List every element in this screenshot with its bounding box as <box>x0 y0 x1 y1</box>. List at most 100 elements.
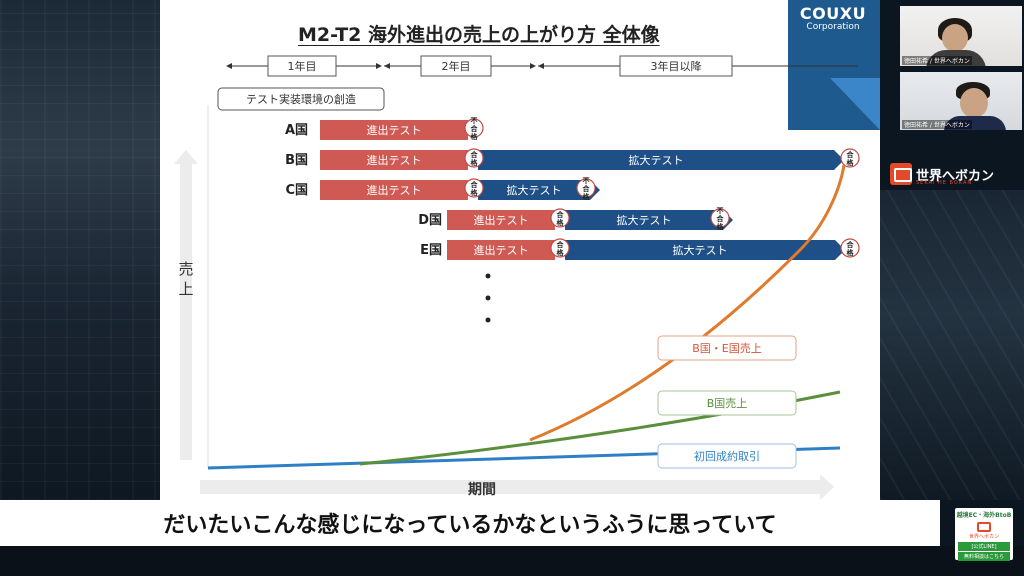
result-badge-char: 格 <box>717 222 725 231</box>
promo-top: 越境EC・海外BtoB <box>956 512 1012 519</box>
result-badge-char: 格 <box>557 248 565 257</box>
brand-sub: Corporation <box>806 22 860 32</box>
entry-test-label: 進出テスト <box>474 213 529 227</box>
person-face <box>960 88 988 118</box>
timeline-arrow-left-1 <box>226 63 232 69</box>
expand-test-label: 拡大テスト <box>629 153 684 167</box>
country-row: A国 進出テスト 不合格 <box>285 117 484 141</box>
result-badge: 不合格 <box>576 177 596 201</box>
period-label-2: 2年目 <box>442 59 471 73</box>
country-name: D国 <box>418 213 442 228</box>
period-box-1 <box>267 55 337 77</box>
entry-test-label: 進出テスト <box>367 153 422 167</box>
promo-card[interactable]: 越境EC・海外BtoB 世界へボカン [公式LINE] 無料相談はこちら <box>955 508 1013 561</box>
expand-test-label: 拡大テスト <box>673 243 728 257</box>
entry-test-bar <box>447 210 555 230</box>
result-badge-circle <box>464 178 484 198</box>
result-badge-circle <box>840 148 860 168</box>
promo-line-button[interactable]: [公式LINE] <box>958 542 1010 551</box>
timeline-arrow-left-2 <box>384 63 390 69</box>
result-badge-circle <box>576 178 596 198</box>
y-axis-label-2: 上 <box>178 280 193 298</box>
bottom-strip <box>0 546 1024 576</box>
entry-test-label: 進出テスト <box>367 123 422 137</box>
period-label-3: 3年目以降 <box>651 59 702 73</box>
legend-be-box <box>657 335 797 361</box>
expand-test-bar <box>478 180 600 200</box>
result-badge-char: 合 <box>470 180 479 189</box>
promo-mid: 世界へボカン <box>968 534 999 540</box>
expand-test-bar <box>478 150 844 170</box>
section-label-box <box>217 87 385 111</box>
x-axis-bar <box>200 480 820 494</box>
entry-test-bar <box>320 120 468 140</box>
country-name: B国 <box>285 153 308 168</box>
x-axis-label: 期間 <box>468 482 496 498</box>
presentation-slide: COUXU Corporation M2-T2 海外進出の売上の上がり方 全体像… <box>160 0 880 500</box>
background-right <box>880 190 1024 500</box>
webcam-1-name: 徳田祐希 / 世界へボカン <box>902 56 972 65</box>
result-badge-char: 格 <box>583 192 591 201</box>
result-badge: 不合格 <box>710 207 730 231</box>
country-name: A国 <box>285 123 308 138</box>
result-badge: 合格 <box>840 148 860 168</box>
be-sales-line <box>529 164 846 442</box>
expand-test-bar <box>565 240 845 260</box>
expand-test-label: 拡大テスト <box>617 213 672 227</box>
result-badge-circle <box>840 238 860 258</box>
y-axis-bar <box>180 160 192 460</box>
ellipsis-dot <box>485 273 491 279</box>
result-badge-char: 格 <box>557 218 565 227</box>
brand-triangle <box>830 78 880 130</box>
country-name: C国 <box>285 183 308 198</box>
background-left <box>0 0 160 500</box>
result-badge-char: 格 <box>471 158 479 167</box>
legend-be: B国・E国売上 <box>692 342 762 355</box>
result-badge: 合格 <box>464 178 484 198</box>
timeline: 1年目 2年目 3年目以降 <box>226 55 858 77</box>
legend-first-box <box>657 443 797 469</box>
timeline-arrow-right-1 <box>376 63 382 69</box>
ellipsis-dot <box>485 295 491 301</box>
y-axis-label-1: 売 <box>178 260 193 278</box>
result-badge-char: 合 <box>556 240 565 249</box>
result-badge-char: 合 <box>846 240 855 249</box>
y-axis-arrowhead <box>174 150 198 164</box>
expand-test-label: 拡大テスト <box>507 183 562 197</box>
legend-b-box <box>657 390 797 416</box>
slide-title: M2-T2 海外進出の売上の上がり方 全体像 <box>298 24 660 46</box>
expansion-chart: 1年目 2年目 3年目以降 テスト実装環境の創造 売 上 売上 期間 A国進出テ… <box>174 55 860 500</box>
result-badge: 合格 <box>550 208 570 228</box>
result-badge-char: 合 <box>582 184 591 193</box>
timeline-arrow-right-2 <box>530 63 536 69</box>
entry-test-label: 進出テスト <box>474 243 529 257</box>
result-badge-char: 格 <box>847 248 855 257</box>
result-badge-char: 合 <box>556 210 565 219</box>
chat-icon <box>977 522 991 532</box>
promo-consult-button[interactable]: 無料相談はこちら <box>958 552 1010 561</box>
result-badge-char: 不 <box>717 207 724 215</box>
entry-test-bar <box>320 150 468 170</box>
sekai-logo-sub: SEKAI HE BOKAN <box>916 180 973 186</box>
ellipsis-dot <box>485 317 491 323</box>
expand-test-bar <box>565 210 733 230</box>
result-badge-char: 不 <box>583 177 590 185</box>
result-badge-char: 合 <box>470 150 479 159</box>
entry-test-bar <box>447 240 555 260</box>
result-badge-char: 格 <box>847 158 855 167</box>
webcam-2-name: 徳田祐希 / 世界へボカン <box>902 120 972 129</box>
person-body <box>944 116 1006 130</box>
result-badge-char: 不 <box>471 117 478 125</box>
result-badge: 不合格 <box>464 117 484 141</box>
entry-test-bar <box>320 180 468 200</box>
legend-first: 初回成約取引 <box>694 449 760 463</box>
sekai-logo-icon <box>890 163 912 185</box>
section-label: テスト実装環境の創造 <box>246 92 356 106</box>
result-badge-circle <box>550 208 570 228</box>
period-box-3 <box>619 55 733 77</box>
period-label-1: 1年目 <box>288 59 317 73</box>
entry-test-label: 進出テスト <box>367 183 422 197</box>
